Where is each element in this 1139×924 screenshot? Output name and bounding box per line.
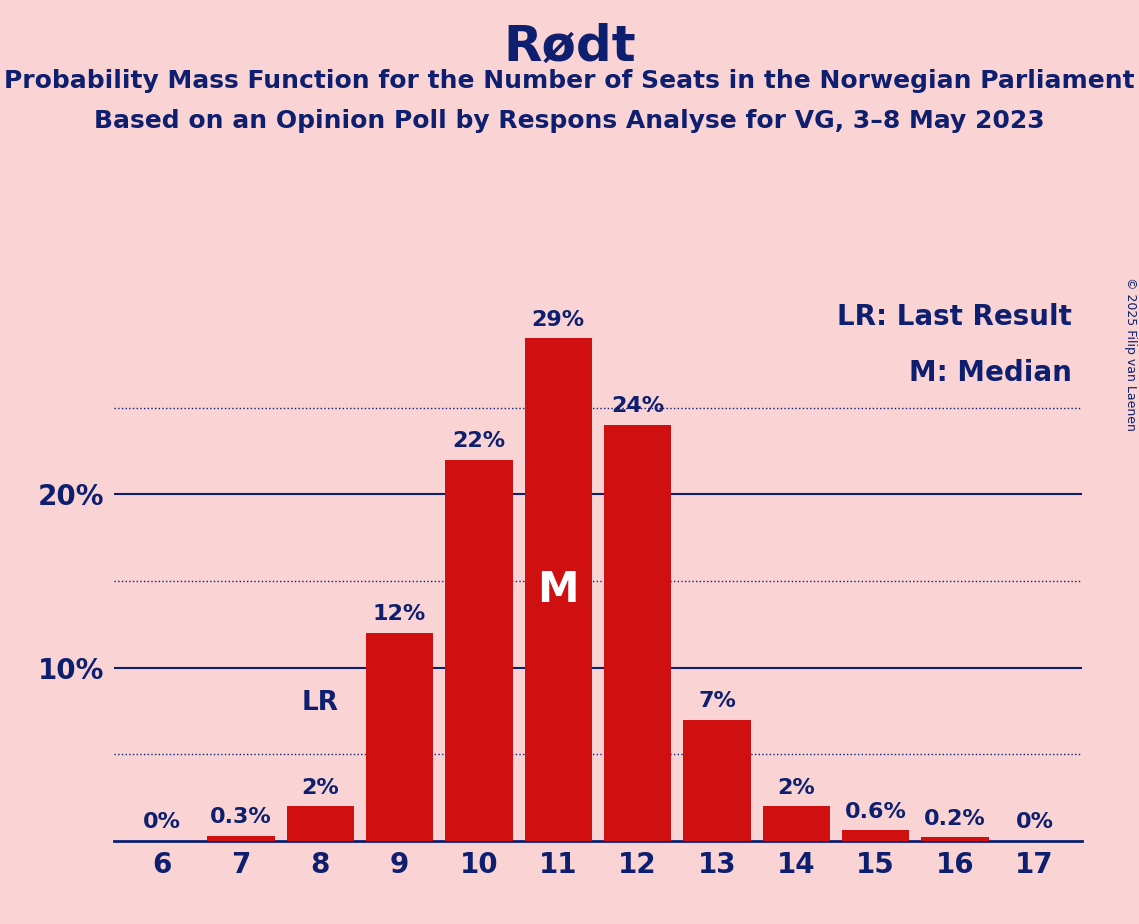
Bar bbox=[921, 837, 989, 841]
Text: 12%: 12% bbox=[372, 604, 426, 625]
Text: M: M bbox=[538, 568, 579, 611]
Text: 29%: 29% bbox=[532, 310, 584, 330]
Bar bbox=[604, 425, 671, 841]
Text: 0%: 0% bbox=[1016, 812, 1054, 833]
Bar bbox=[763, 806, 830, 841]
Bar bbox=[842, 831, 909, 841]
Text: LR: LR bbox=[302, 690, 338, 716]
Bar bbox=[207, 835, 274, 841]
Text: © 2025 Filip van Laenen: © 2025 Filip van Laenen bbox=[1124, 277, 1137, 432]
Text: 0.3%: 0.3% bbox=[210, 807, 272, 827]
Text: Based on an Opinion Poll by Respons Analyse for VG, 3–8 May 2023: Based on an Opinion Poll by Respons Anal… bbox=[95, 109, 1044, 133]
Text: 0.2%: 0.2% bbox=[924, 808, 986, 829]
Text: 0.6%: 0.6% bbox=[845, 802, 907, 821]
Text: 2%: 2% bbox=[778, 777, 816, 797]
Bar bbox=[366, 633, 433, 841]
Text: 24%: 24% bbox=[612, 396, 664, 417]
Text: 0%: 0% bbox=[142, 812, 180, 833]
Text: 7%: 7% bbox=[698, 691, 736, 711]
Bar bbox=[287, 806, 354, 841]
Text: 22%: 22% bbox=[452, 431, 506, 451]
Text: M: Median: M: Median bbox=[910, 359, 1073, 386]
Text: LR: Last Result: LR: Last Result bbox=[837, 303, 1073, 331]
Text: 2%: 2% bbox=[302, 777, 339, 797]
Bar bbox=[445, 460, 513, 841]
Text: Rødt: Rødt bbox=[503, 23, 636, 71]
Text: Probability Mass Function for the Number of Seats in the Norwegian Parliament: Probability Mass Function for the Number… bbox=[5, 69, 1134, 93]
Bar bbox=[525, 338, 592, 841]
Bar bbox=[683, 720, 751, 841]
